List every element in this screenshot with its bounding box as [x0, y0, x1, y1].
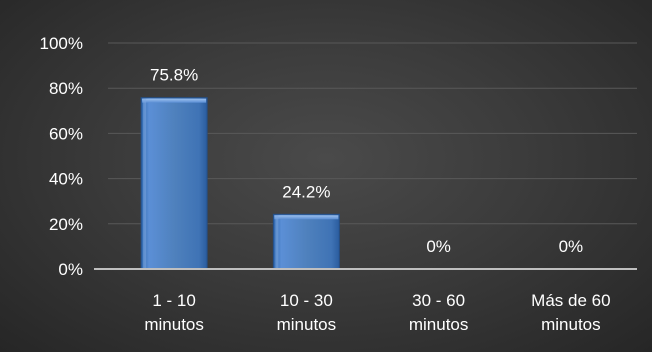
bar	[140, 97, 208, 270]
y-tick-label: 100%	[40, 34, 83, 53]
data-label: 24.2%	[282, 182, 330, 201]
category-label: Más de 60	[531, 291, 610, 310]
y-axis-tick-labels: 0% 20% 40% 60% 80% 100%	[40, 34, 83, 279]
bar-body	[272, 213, 340, 270]
category-label: 10 - 30	[280, 291, 333, 310]
y-tick-label: 80%	[49, 79, 83, 98]
y-tick-label: 40%	[49, 170, 83, 189]
bar-left-highlight	[275, 215, 279, 269]
data-labels: 75.8% 24.2% 0% 0%	[150, 66, 583, 256]
bar-top-highlight	[274, 215, 339, 220]
bar-body	[140, 97, 208, 270]
bar-left-highlight	[143, 98, 147, 269]
category-label: 30 - 60	[412, 291, 465, 310]
x-axis-category-labels: 1 - 10 minutos 10 - 30 minutos 30 - 60 minuto…	[144, 291, 610, 334]
bar-top-highlight	[142, 98, 207, 103]
y-tick-label: 20%	[49, 215, 83, 234]
bar	[272, 213, 340, 270]
data-label: 0%	[559, 237, 584, 256]
y-tick-label: 60%	[49, 124, 83, 143]
category-label: 1 - 10	[152, 291, 195, 310]
data-label: 0%	[426, 237, 451, 256]
category-label: minutos	[277, 315, 337, 334]
category-label: minutos	[144, 315, 204, 334]
bars	[140, 97, 340, 270]
y-tick-label: 0%	[58, 260, 83, 279]
data-label: 75.8%	[150, 66, 198, 85]
category-label: minutos	[541, 315, 601, 334]
category-label: minutos	[409, 315, 469, 334]
